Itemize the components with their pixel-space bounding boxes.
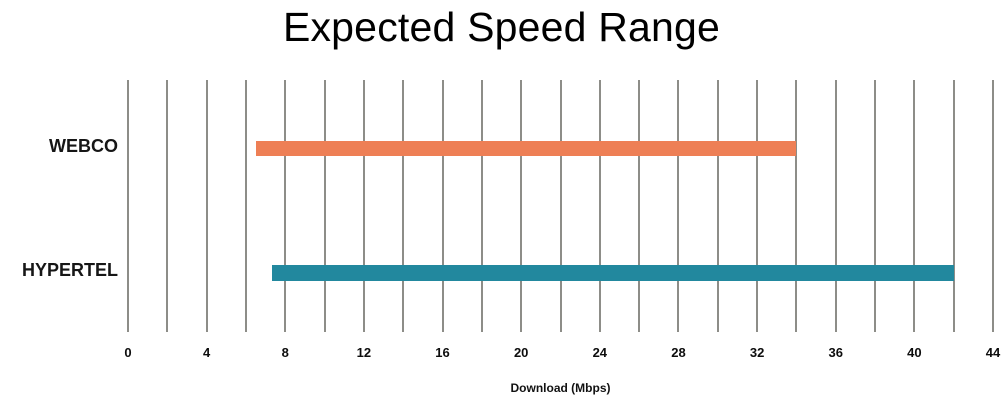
x-tick-label: 36 bbox=[828, 345, 843, 360]
x-tick-label: 32 bbox=[749, 345, 765, 360]
gridline bbox=[244, 80, 247, 332]
x-tick-label: 44 bbox=[985, 345, 1001, 360]
gridline bbox=[559, 80, 562, 332]
gridline bbox=[402, 80, 405, 332]
gridline bbox=[205, 80, 208, 332]
gridline bbox=[520, 80, 523, 332]
plot-area bbox=[127, 80, 994, 332]
x-tick-label: 28 bbox=[671, 345, 686, 360]
category-label-hypertel: HYPERTEL bbox=[21, 260, 118, 280]
gridline bbox=[992, 80, 994, 332]
range-bar-webco[interactable] bbox=[255, 141, 797, 156]
gridline bbox=[756, 80, 759, 332]
x-tick-label: 4 bbox=[203, 345, 211, 360]
gridline bbox=[638, 80, 641, 332]
gridline bbox=[127, 80, 129, 332]
gridline bbox=[874, 80, 877, 332]
gridline bbox=[716, 80, 719, 332]
gridline bbox=[913, 80, 916, 332]
gridline bbox=[480, 80, 483, 332]
x-tick-label: 12 bbox=[356, 345, 372, 360]
x-tick-label: 16 bbox=[435, 345, 450, 360]
gridline bbox=[284, 80, 287, 332]
gridline bbox=[834, 80, 837, 332]
gridline bbox=[795, 80, 798, 332]
range-bar-hypertel[interactable] bbox=[271, 265, 954, 281]
x-tick-label: 8 bbox=[281, 345, 289, 360]
gridline bbox=[598, 80, 601, 332]
gridline bbox=[952, 80, 955, 332]
x-tick-label: 40 bbox=[907, 345, 922, 360]
gridline bbox=[441, 80, 444, 332]
x-axis-title: Download (Mbps) bbox=[510, 381, 611, 395]
category-label-webco: WEBCO bbox=[49, 136, 118, 156]
x-tick-label: 0 bbox=[124, 345, 132, 360]
gridline bbox=[166, 80, 169, 332]
x-tick-label: 24 bbox=[592, 345, 608, 360]
gridline bbox=[362, 80, 365, 332]
chart-title: Expected Speed Range bbox=[282, 4, 721, 50]
gridline bbox=[677, 80, 680, 332]
x-tick-label: 20 bbox=[513, 345, 529, 360]
gridline bbox=[323, 80, 326, 332]
